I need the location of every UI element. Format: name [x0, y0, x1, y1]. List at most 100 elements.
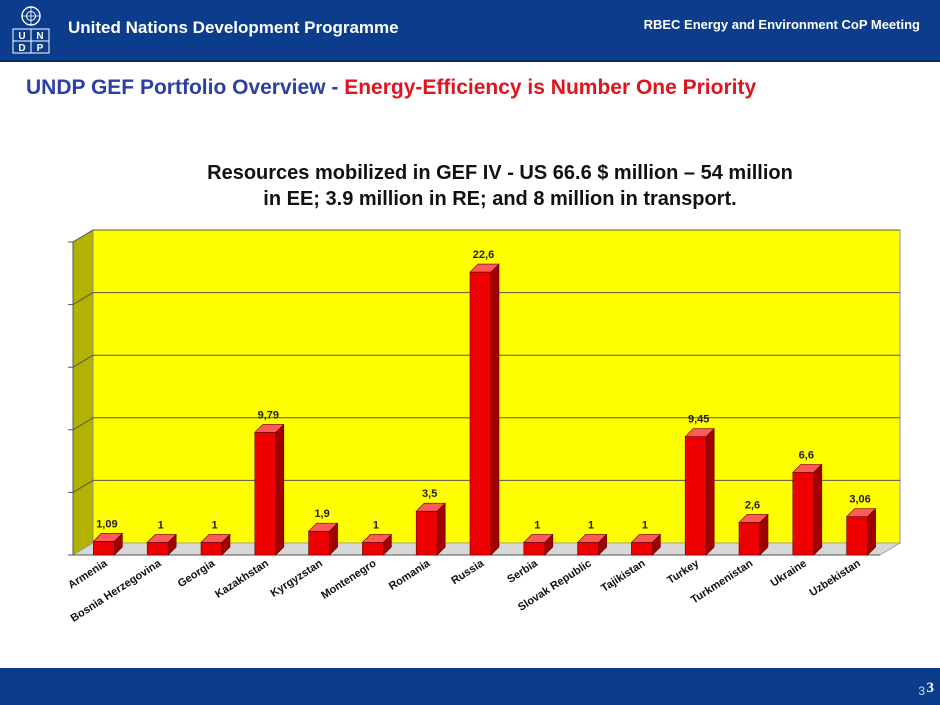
category-label: Serbia [505, 557, 540, 586]
bar-front [415, 510, 438, 556]
bar-side [167, 533, 177, 556]
bar [361, 533, 393, 556]
subtitle-line-2: in EE; 3.9 million in RE; and 8 million … [263, 188, 737, 210]
footer-bar [0, 668, 940, 705]
bar [738, 513, 769, 556]
bar [254, 423, 285, 556]
bar-side [544, 533, 554, 556]
bar-front [523, 542, 546, 556]
chart-data-labels: 1,09 1 1 9,79 1,9 1 3,5 22,6 1 1 1 9,45 2,6 6,6 3,06 [96, 249, 871, 531]
title-part-ee: Energy-Efficiency [344, 76, 522, 99]
chart-bars [92, 263, 877, 556]
data-label: 3,5 [422, 488, 437, 500]
bar-side [436, 502, 446, 556]
category-label: Uzbekistan [807, 557, 862, 599]
logo-letter-p: P [37, 43, 44, 54]
bar [92, 532, 124, 556]
bar-side [383, 533, 392, 556]
bar [576, 533, 608, 556]
logo-letter-u: U [18, 31, 25, 42]
bar-front [308, 530, 330, 556]
slide-subtitle: Resources mobilized in GEF IV - US 66.6 … [120, 160, 880, 212]
bar-front [469, 271, 492, 556]
bar [523, 533, 554, 556]
bar-front [200, 542, 223, 556]
category-label: Tajikistan [599, 557, 648, 594]
data-label: 1,9 [314, 508, 329, 520]
bar-side [221, 533, 231, 556]
data-label: 3,06 [849, 494, 870, 506]
category-label: Kyrgyzstan [268, 557, 325, 600]
data-label: 1 [642, 519, 648, 531]
category-label: Armenia [66, 557, 110, 592]
category-label: Ukraine [769, 557, 809, 589]
bar-side [490, 263, 500, 556]
bar-side [652, 533, 661, 556]
data-label: 1 [534, 519, 540, 531]
bar-side [813, 463, 823, 556]
gridline-side [72, 292, 94, 306]
data-label: 2,6 [745, 499, 760, 511]
bar-side [275, 423, 285, 556]
data-label: 1 [373, 519, 379, 531]
category-label: Turkey [665, 557, 702, 587]
bar-chart: 1,09 1 1 9,79 1,9 1 3,5 22,6 1 1 1 9,45 2,6 6,6 3,06 A… [66, 229, 902, 625]
bar [415, 502, 446, 556]
data-label: 1 [588, 519, 594, 531]
data-label: 1 [158, 519, 164, 531]
bar-front [254, 432, 277, 556]
category-label: Bosnia Herzegovina [69, 557, 164, 625]
data-label: 22,6 [473, 249, 494, 261]
bar-side [598, 533, 607, 556]
gridline-side [72, 229, 94, 243]
logo-letter-n: N [36, 31, 43, 42]
bar-front [362, 542, 384, 556]
bar [792, 463, 823, 556]
bar [630, 533, 662, 556]
bar-front [684, 436, 707, 556]
page-number-small: 3 [918, 684, 925, 698]
category-label: Kazakhstan [213, 557, 271, 601]
gridline-side [72, 354, 94, 368]
data-label: 9,79 [258, 409, 279, 421]
organization-name: United Nations Development Programme [68, 18, 399, 37]
bar-front [631, 542, 653, 556]
bar [845, 507, 877, 556]
bar-front [792, 472, 815, 556]
gridline-side [72, 417, 94, 431]
bar-front [93, 541, 115, 556]
bar [469, 263, 500, 556]
bar-front [846, 516, 868, 556]
subtitle-line-1: Resources mobilized in GEF IV - US 66.6 … [207, 162, 793, 184]
plot-side-wall [72, 229, 94, 556]
title-part-priority: is Number One Priority [521, 76, 757, 99]
bar-front [577, 542, 599, 556]
bar-front [738, 522, 761, 556]
data-label: 9,45 [688, 414, 709, 426]
bar-front [146, 542, 169, 556]
data-label: 1 [211, 519, 217, 531]
category-label: Russia [449, 557, 487, 587]
header-bar: U N D P United Nations Development Progr… [0, 0, 940, 62]
bar [307, 522, 339, 556]
bar-side [114, 532, 123, 556]
title-part-portfolio: UNDP GEF Portfolio Overview - [26, 76, 339, 99]
bar-side [705, 427, 715, 556]
logo-letter-d: D [18, 43, 25, 54]
bar [684, 427, 715, 556]
bar-side [329, 522, 338, 556]
category-label: Georgia [176, 557, 218, 590]
bar-side [867, 507, 876, 556]
meeting-name: RBEC Energy and Environment CoP Meeting [643, 17, 920, 32]
bar [146, 533, 177, 556]
gridline-side [72, 479, 94, 493]
un-emblem-logo: U N D P [12, 6, 50, 54]
bar [200, 533, 231, 556]
category-label: Romania [387, 557, 433, 593]
slide-title: UNDP GEF Portfolio Overview - Energy-Eff… [26, 76, 756, 100]
data-label: 6,6 [799, 449, 814, 461]
category-label: Montenegro [319, 557, 379, 601]
data-label: 1,09 [96, 518, 117, 530]
bar-side [759, 513, 769, 556]
